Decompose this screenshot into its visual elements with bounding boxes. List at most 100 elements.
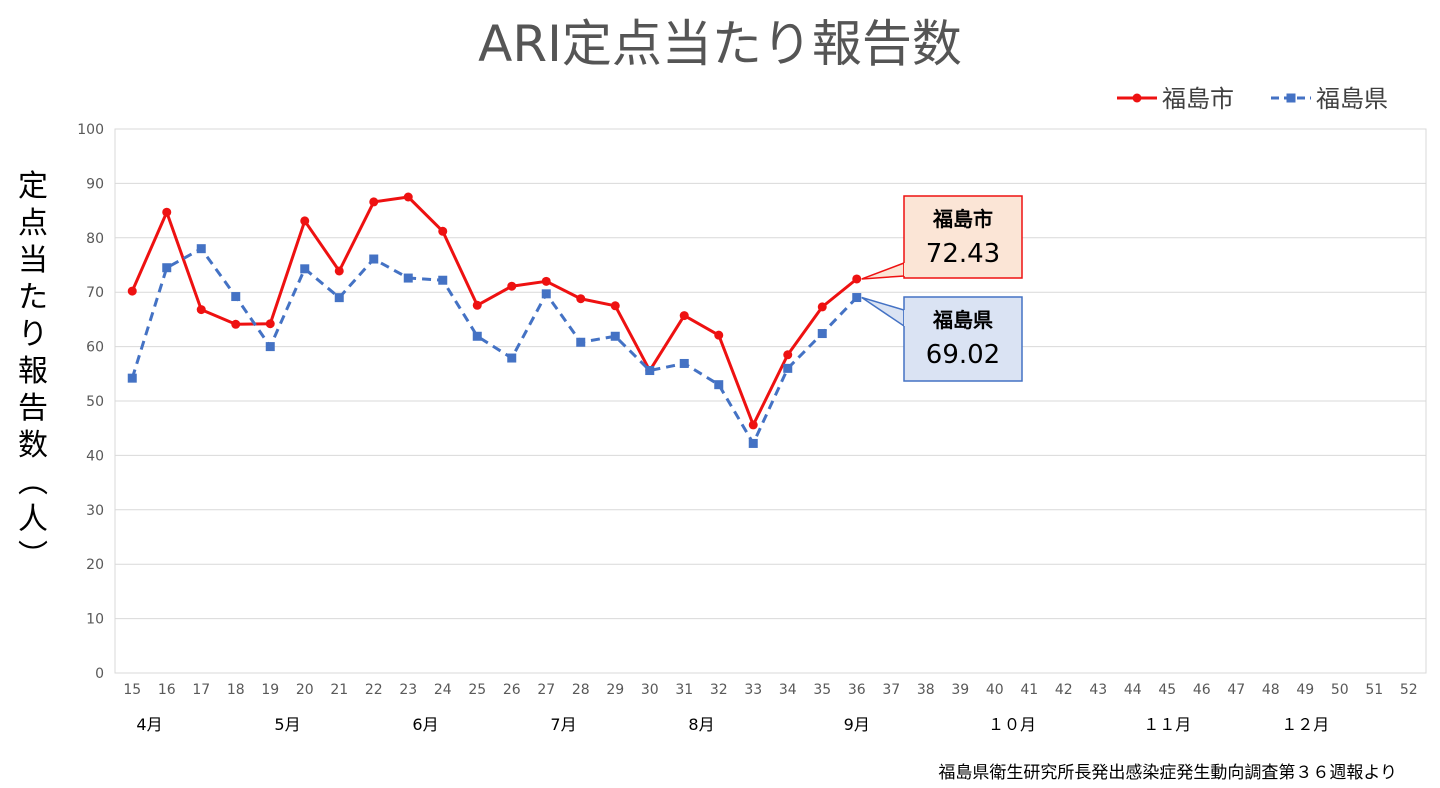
- y-tick-label: 20: [86, 557, 104, 573]
- legend-marker: [1286, 93, 1296, 103]
- y-tick-labels: 0 10 20 30 40 50 60 70 80 90 100: [77, 122, 104, 682]
- x-tick-label: 16: [158, 682, 176, 698]
- callouts: 福島市 72.43 福島県 69.02: [861, 195, 1023, 382]
- callout-pointer: [861, 261, 905, 280]
- x-tick-label: 38: [917, 682, 935, 698]
- callout-box: [903, 296, 1023, 382]
- legend-label: 福島市: [1162, 85, 1234, 113]
- month-label: 5月: [274, 715, 300, 734]
- y-tick-label: 30: [86, 503, 104, 519]
- data-point: [541, 289, 551, 299]
- x-tick-label: 44: [1124, 682, 1142, 698]
- y-axis-label-char: 当: [18, 243, 48, 278]
- x-tick-label: 25: [468, 682, 486, 698]
- x-tick-label: 22: [365, 682, 383, 698]
- callout-pointer: [861, 296, 905, 328]
- data-point: [300, 264, 310, 274]
- data-point: [507, 281, 517, 291]
- data-point: [507, 353, 517, 363]
- x-tick-label: 17: [192, 682, 210, 698]
- month-labels: 4月 5月 6月 7月 8月 9月 １０月 １１月 １２月: [136, 715, 1329, 734]
- x-tick-label: 32: [710, 682, 728, 698]
- data-point: [679, 358, 689, 368]
- callout-name: 福島市: [932, 207, 993, 231]
- data-point: [817, 302, 827, 312]
- y-axis-label-char: 数: [18, 428, 48, 463]
- data-point: [334, 266, 344, 276]
- x-tick-label: 47: [1227, 682, 1245, 698]
- x-tick-label: 33: [744, 682, 762, 698]
- series-line-fukushima-city: [130, 195, 858, 427]
- x-tick-label: 41: [1020, 682, 1038, 698]
- data-point: [127, 286, 137, 296]
- data-point: [783, 350, 793, 360]
- callout-value: 69.02: [926, 340, 1000, 370]
- y-tick-label: 60: [86, 340, 104, 356]
- data-point: [369, 197, 379, 207]
- y-axis-label-char: ︶: [18, 539, 48, 574]
- y-axis-label-char: た: [18, 280, 48, 315]
- month-label: 8月: [688, 715, 714, 734]
- x-tick-label: 24: [434, 682, 452, 698]
- callout-box: [903, 195, 1023, 279]
- x-tick-label: 21: [330, 682, 348, 698]
- y-tick-label: 70: [86, 285, 104, 301]
- y-axis-label-char: 点: [18, 206, 48, 241]
- y-tick-label: 90: [86, 176, 104, 192]
- y-axis-label: 定点当たり報告数︵人︶: [18, 169, 48, 574]
- source-note: 福島県衛生研究所長発出感染症発生動向調査第３６週報より: [938, 763, 1397, 783]
- x-tick-label: 51: [1365, 682, 1383, 698]
- y-axis-label-char: 報: [18, 354, 48, 389]
- data-point: [610, 301, 620, 311]
- data-point: [714, 330, 724, 340]
- data-point: [265, 342, 275, 352]
- data-point: [438, 275, 448, 285]
- data-point: [162, 207, 172, 217]
- y-axis-label-char: ︵: [18, 465, 48, 500]
- data-point: [300, 216, 310, 226]
- data-point: [369, 254, 379, 264]
- callout-value: 72.43: [926, 239, 1000, 269]
- month-label: １０月: [988, 715, 1036, 734]
- x-tick-label: 52: [1400, 682, 1418, 698]
- x-tick-label: 39: [951, 682, 969, 698]
- data-point: [472, 300, 482, 310]
- month-label: 4月: [136, 715, 162, 734]
- data-point: [231, 319, 241, 329]
- legend-label: 福島県: [1316, 85, 1388, 113]
- x-tick-label: 36: [848, 682, 866, 698]
- month-label: 6月: [412, 715, 438, 734]
- data-point: [852, 293, 862, 303]
- data-point: [403, 192, 413, 202]
- data-point: [265, 319, 275, 329]
- month-label: 7月: [550, 715, 576, 734]
- month-label: １２月: [1281, 715, 1329, 734]
- x-tick-label: 28: [572, 682, 590, 698]
- y-tick-label: 40: [86, 448, 104, 464]
- x-tick-label: 31: [675, 682, 693, 698]
- data-point: [334, 293, 344, 303]
- data-point: [472, 331, 482, 341]
- data-point: [541, 276, 551, 286]
- y-tick-label: 10: [86, 612, 104, 628]
- data-point: [714, 380, 724, 390]
- data-point: [127, 373, 137, 383]
- x-tick-label: 20: [296, 682, 314, 698]
- chart-title: ARI定点当たり報告数: [478, 15, 962, 73]
- data-point: [645, 366, 655, 376]
- y-tick-label: 50: [86, 394, 104, 410]
- y-axis-label-char: 告: [18, 391, 48, 426]
- data-point: [748, 438, 758, 448]
- data-point: [196, 305, 206, 315]
- x-tick-label: 18: [227, 682, 245, 698]
- data-point: [438, 226, 448, 236]
- x-tick-label: 46: [1193, 682, 1211, 698]
- month-label: １１月: [1143, 715, 1191, 734]
- x-tick-labels: 15 16 17 18 19 20 21 22 23 24 25 26 27 28 29 30 31 32 33 34…: [123, 682, 1417, 698]
- data-point: [817, 329, 827, 339]
- x-tick-label: 48: [1262, 682, 1280, 698]
- x-tick-label: 35: [813, 682, 831, 698]
- x-tick-label: 23: [399, 682, 417, 698]
- y-axis-label-char: 人: [18, 502, 48, 537]
